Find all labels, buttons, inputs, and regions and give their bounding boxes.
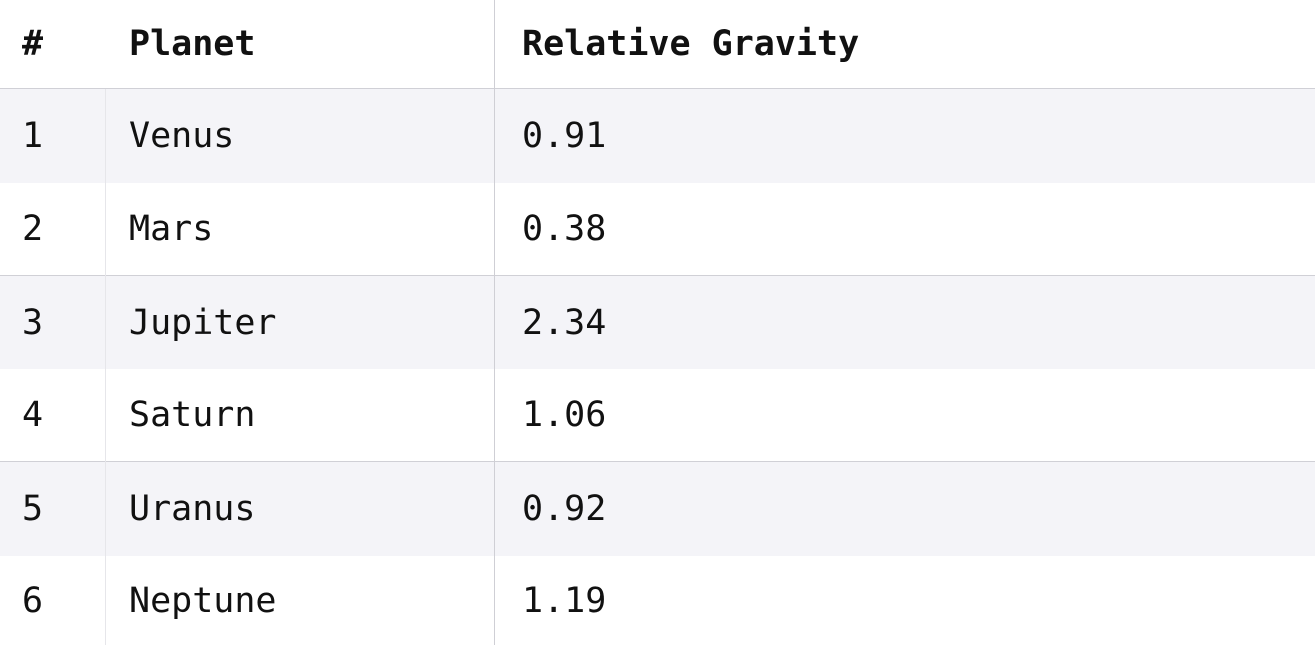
table-row: 2 Mars 0.38 xyxy=(0,183,1315,276)
relative-gravity-cell: 0.91 xyxy=(522,116,607,156)
table-row: 3 Jupiter 2.34 xyxy=(0,276,1315,369)
column-header-planet: Planet xyxy=(129,24,256,64)
column-divider xyxy=(105,89,106,645)
planet-name-cell: Jupiter xyxy=(129,302,277,343)
planet-name-cell: Uranus xyxy=(129,489,256,529)
planet-name-cell: Venus xyxy=(129,116,235,156)
table-row: 1 Venus 0.91 xyxy=(0,89,1315,183)
table-row: 6 Neptune 1.19 xyxy=(0,556,1315,645)
table-row: 5 Uranus 0.92 xyxy=(0,462,1315,556)
planet-name-cell: Neptune xyxy=(129,580,277,621)
row-number-cell: 2 xyxy=(22,209,44,249)
relative-gravity-cell: 0.92 xyxy=(522,489,607,529)
row-number-cell: 3 xyxy=(22,302,44,343)
row-number-cell: 4 xyxy=(22,395,44,435)
relative-gravity-cell: 1.19 xyxy=(522,580,607,621)
row-number-cell: 5 xyxy=(22,489,44,529)
column-header-relative-gravity: Relative Gravity xyxy=(522,24,860,64)
relative-gravity-cell: 0.38 xyxy=(522,209,607,249)
row-number-cell: 6 xyxy=(22,580,44,621)
relative-gravity-cell: 2.34 xyxy=(522,302,607,343)
planet-name-cell: Saturn xyxy=(129,395,256,435)
table-row: 4 Saturn 1.06 xyxy=(0,369,1315,462)
planet-name-cell: Mars xyxy=(129,209,214,249)
relative-gravity-cell: 1.06 xyxy=(522,395,607,435)
column-header-number: # xyxy=(22,24,44,64)
row-number-cell: 1 xyxy=(22,116,44,156)
table-header-row: # Planet Relative Gravity xyxy=(0,0,1315,89)
column-divider xyxy=(494,0,495,645)
